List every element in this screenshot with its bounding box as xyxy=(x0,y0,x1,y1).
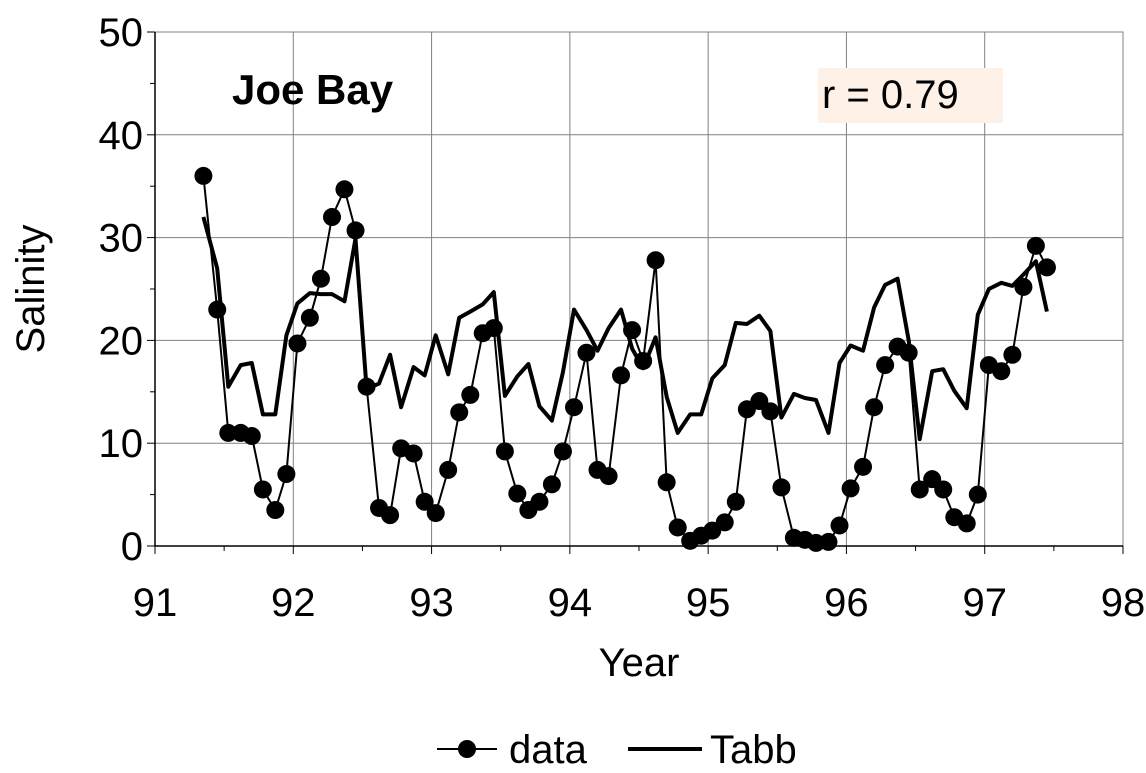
data-point xyxy=(612,366,631,385)
data-point xyxy=(508,484,527,503)
x-tick-label: 94 xyxy=(548,581,593,625)
data-point xyxy=(219,423,238,442)
data-point xyxy=(495,442,514,461)
x-tick-label: 91 xyxy=(133,581,178,625)
data-point xyxy=(819,532,838,551)
x-tick-label: 97 xyxy=(962,581,1007,625)
data-point xyxy=(623,321,642,340)
plot-title: Joe Bay xyxy=(232,66,394,113)
data-point xyxy=(1026,236,1045,255)
data-point xyxy=(542,475,561,494)
x-axis-title: Year xyxy=(599,641,680,685)
legend-tabb-label: Tabb xyxy=(710,728,797,772)
data-point xyxy=(288,334,307,353)
data-point xyxy=(646,251,665,270)
x-tick-label: 93 xyxy=(409,581,454,625)
data-point xyxy=(242,427,261,446)
data-point xyxy=(577,343,596,362)
data-point xyxy=(404,444,423,463)
data-point xyxy=(854,457,873,476)
data-point xyxy=(657,473,676,492)
y-tick-label: 30 xyxy=(99,217,144,261)
data-point xyxy=(426,504,445,523)
legend-data-label: data xyxy=(509,728,588,772)
x-tick-label: 95 xyxy=(686,581,731,625)
data-point xyxy=(830,516,849,535)
data-point xyxy=(841,479,860,498)
axes xyxy=(147,31,1124,554)
data-point xyxy=(934,480,953,499)
data-point xyxy=(335,180,354,199)
data-point xyxy=(910,480,929,499)
legend: data Tabb xyxy=(437,728,797,772)
data-point xyxy=(450,403,469,422)
data-point xyxy=(439,460,458,479)
data-point xyxy=(311,269,330,288)
data-point xyxy=(876,356,895,375)
data-point xyxy=(323,208,342,227)
data-point xyxy=(300,308,319,327)
data-point xyxy=(634,351,653,370)
data-point xyxy=(772,478,791,497)
data-point xyxy=(553,442,572,461)
y-axis-title: Salinity xyxy=(9,225,53,354)
data-point xyxy=(415,492,434,511)
legend-data-marker xyxy=(458,740,476,758)
data-point xyxy=(565,398,584,417)
data-point xyxy=(865,398,884,417)
series-layer xyxy=(194,166,1056,552)
y-tick-label: 50 xyxy=(99,11,144,55)
correlation-annotation: r = 0.79 xyxy=(822,73,959,117)
data-point xyxy=(726,492,745,511)
data-point xyxy=(761,402,780,421)
data-point xyxy=(208,300,227,319)
data-point xyxy=(194,166,213,185)
data-point xyxy=(668,518,687,537)
y-tick-label: 40 xyxy=(99,114,144,158)
data-point xyxy=(1014,277,1033,296)
data-point xyxy=(461,385,480,404)
data-point xyxy=(484,319,503,338)
y-tick-label: 10 xyxy=(99,422,144,466)
y-tick-label: 0 xyxy=(121,525,143,569)
x-tick-label: 98 xyxy=(1101,581,1146,625)
tick-labels: 0 10 20 30 40 50 91 92 93 94 95 96 97 98 xyxy=(99,11,1146,625)
data-point xyxy=(530,492,549,511)
annotation-box xyxy=(818,68,1003,123)
data-point xyxy=(599,467,618,486)
data-point xyxy=(277,465,296,484)
data-point xyxy=(715,513,734,532)
data-point xyxy=(357,377,376,396)
data-point xyxy=(266,501,285,520)
data-point xyxy=(1003,345,1022,364)
x-tick-label: 92 xyxy=(271,581,316,625)
x-tick-label: 96 xyxy=(824,581,869,625)
data-point xyxy=(992,362,1011,381)
data-point xyxy=(346,221,365,240)
data-point xyxy=(253,480,272,499)
data-point xyxy=(957,514,976,533)
data-point xyxy=(899,343,918,362)
y-tick-label: 20 xyxy=(99,319,144,363)
data-point xyxy=(968,485,987,504)
data-point xyxy=(381,506,400,525)
data-point xyxy=(1037,258,1056,277)
